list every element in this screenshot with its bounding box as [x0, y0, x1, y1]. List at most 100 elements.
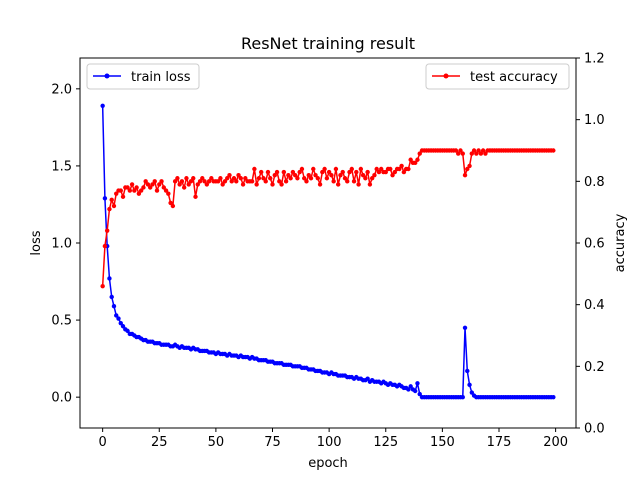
- data-point: [227, 172, 232, 178]
- data-point: [347, 169, 352, 175]
- data-point: [476, 148, 481, 153]
- data-point: [551, 148, 556, 153]
- data-point: [340, 169, 345, 175]
- data-point: [329, 172, 334, 178]
- data-point: [134, 185, 139, 190]
- data-point: [390, 172, 395, 178]
- y-left-tick-label: 1.5: [51, 159, 72, 174]
- data-point: [383, 169, 388, 175]
- data-point: [215, 179, 221, 184]
- data-point: [274, 169, 280, 175]
- x-tick-label: 150: [430, 435, 455, 450]
- data-point: [351, 179, 357, 184]
- data-point: [184, 176, 189, 181]
- data-point: [159, 179, 164, 184]
- data-point: [109, 197, 114, 203]
- data-point: [369, 176, 375, 181]
- data-point: [177, 182, 182, 187]
- legend-right: test accuracy: [425, 63, 570, 90]
- data-point: [258, 169, 264, 175]
- x-tick-label: 200: [543, 435, 568, 450]
- data-point: [231, 176, 237, 181]
- data-point: [397, 166, 402, 172]
- data-point: [118, 320, 123, 326]
- data-point: [120, 194, 126, 199]
- data-point: [338, 172, 343, 178]
- data-point: [116, 316, 121, 321]
- data-point: [453, 148, 459, 153]
- data-point: [480, 148, 486, 153]
- data-point: [379, 166, 384, 172]
- data-point: [265, 169, 271, 175]
- data-point: [415, 381, 420, 386]
- data-point: [172, 179, 178, 184]
- data-point: [401, 169, 407, 175]
- y-left-tick-label: 2.0: [51, 82, 72, 97]
- data-point: [315, 176, 321, 181]
- data-point: [145, 182, 151, 187]
- data-point: [252, 166, 257, 172]
- data-point: [125, 185, 130, 190]
- data-point: [111, 304, 117, 309]
- data-point: [102, 196, 108, 201]
- data-point: [206, 179, 212, 184]
- data-point: [157, 182, 162, 187]
- x-tick-label: 75: [264, 435, 281, 450]
- data-point: [272, 172, 277, 178]
- data-point: [363, 176, 368, 181]
- data-point: [268, 176, 273, 181]
- y-axis-left-label: loss: [29, 230, 44, 255]
- y-left-tick-label: 0.5: [51, 314, 72, 329]
- data-point: [392, 169, 398, 175]
- data-point: [474, 151, 479, 156]
- data-point: [193, 194, 198, 199]
- plot-background: [80, 58, 576, 428]
- x-tick-label: 175: [487, 435, 512, 450]
- data-point: [467, 382, 472, 388]
- legend-left: train loss: [86, 63, 200, 90]
- data-point: [374, 166, 379, 172]
- legend-left-marker: [104, 73, 110, 79]
- legend-right-marker: [443, 73, 449, 79]
- series-train-loss: [100, 103, 556, 400]
- data-point: [417, 391, 422, 397]
- data-point: [304, 179, 309, 184]
- data-point: [109, 294, 114, 300]
- data-point: [388, 166, 393, 172]
- data-point: [281, 169, 287, 175]
- data-point: [138, 188, 144, 193]
- y-axis-left: 0.0 0.5 1.0 1.5 2.0: [51, 82, 80, 406]
- data-point: [358, 166, 364, 172]
- data-point: [376, 169, 382, 175]
- data-point: [175, 176, 180, 181]
- data-point: [295, 176, 300, 181]
- data-point: [136, 191, 142, 196]
- data-point: [261, 176, 266, 181]
- data-point: [399, 163, 404, 169]
- data-point: [408, 157, 413, 162]
- data-point: [195, 182, 200, 187]
- data-point: [204, 182, 210, 187]
- data-point: [326, 169, 332, 175]
- data-point: [111, 203, 117, 209]
- series-test-accuracy: [100, 148, 556, 289]
- y-right-tick-label: 1.2: [584, 52, 605, 67]
- y-left-tick-label: 1.0: [51, 237, 72, 252]
- data-point: [277, 179, 282, 184]
- data-point: [263, 179, 268, 184]
- data-point: [154, 188, 160, 193]
- data-point: [249, 179, 255, 184]
- data-point: [129, 182, 135, 187]
- data-point: [256, 176, 262, 181]
- y-right-tick-label: 0.2: [584, 360, 605, 375]
- data-point: [313, 172, 318, 178]
- x-tick-label: 100: [317, 435, 342, 450]
- data-point: [406, 387, 411, 392]
- data-point: [286, 172, 291, 178]
- data-point: [141, 185, 146, 190]
- data-point: [460, 394, 465, 400]
- data-point: [308, 176, 314, 181]
- data-point: [317, 182, 323, 187]
- data-point: [168, 200, 173, 206]
